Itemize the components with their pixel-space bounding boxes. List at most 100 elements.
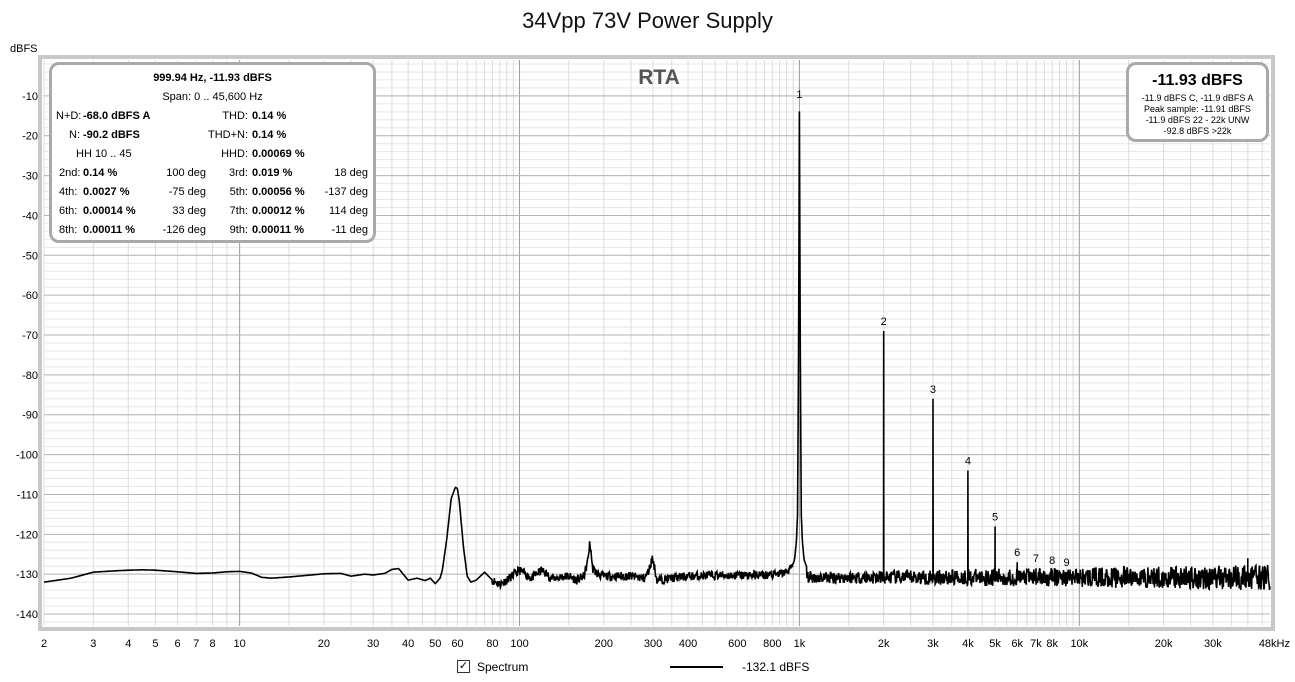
harmonic-value: 0.00012 % <box>252 205 305 217</box>
x-tick-label: 20k <box>1155 638 1173 650</box>
harmonic-phase: 100 deg <box>166 167 206 179</box>
spectrum-trace <box>43 111 1271 591</box>
level-detail-line: -11.9 dBFS 22 - 22k UNW <box>1145 115 1250 125</box>
x-tick-label: 80 <box>486 638 498 650</box>
trace-legend-line <box>670 666 723 668</box>
level-detail-line: -92.8 dBFS >22k <box>1163 126 1232 136</box>
hhd-value: 0.00069 % <box>252 148 305 160</box>
x-tick-label: 7k <box>1030 638 1042 650</box>
harmonic-value: 0.00011 % <box>252 224 304 236</box>
thdn-value: 0.14 % <box>252 129 287 141</box>
peak-label: 1 <box>796 89 802 101</box>
x-tick-label: 20 <box>318 638 330 650</box>
x-tick-label: 10 <box>234 638 246 650</box>
x-tick-label: 600 <box>728 638 746 650</box>
y-tick-label: -80 <box>22 370 38 382</box>
y-tick-label: -30 <box>22 171 38 183</box>
x-tick-label: 1k <box>794 638 806 650</box>
x-tick-label: 3k <box>927 638 939 650</box>
harmonic-value: 0.019 % <box>252 167 293 179</box>
harmonic-phase: -126 deg <box>162 224 206 236</box>
harmonic-label: 8th: <box>59 224 78 236</box>
y-tick-label: -130 <box>16 569 38 581</box>
harmonic-label: 7th: <box>229 205 248 217</box>
y-tick-label: -40 <box>22 210 38 222</box>
harmonic-phase: -75 deg <box>168 186 206 198</box>
stats-header: 999.94 Hz, -11.93 dBFS <box>153 72 272 84</box>
harmonic-peaks: 1 2 3 4 5 6 7 8 9 <box>796 89 1069 569</box>
peak-label: 8 <box>1049 555 1055 567</box>
y-tick-label: -70 <box>22 330 38 342</box>
y-tick-label: -120 <box>16 529 38 541</box>
peak-label: 2 <box>881 316 887 328</box>
harmonic-label: 4th: <box>59 186 78 198</box>
x-tick-label: 48kHz <box>1259 638 1290 650</box>
y-tick-label: -90 <box>22 410 38 422</box>
spectrum-label: Spectrum <box>477 660 529 674</box>
x-tick-label: 400 <box>679 638 697 650</box>
thdn-label: THD+N: <box>207 129 248 141</box>
x-tick-label: 5 <box>152 638 158 650</box>
x-tick-label: 50 <box>429 638 441 650</box>
y-tick-label: -110 <box>17 489 38 501</box>
harmonic-phase: 33 deg <box>172 205 206 217</box>
thd-label: THD: <box>222 110 248 122</box>
y-tick-label: -140 <box>16 609 38 621</box>
peak-label: 7 <box>1033 553 1039 565</box>
harmonic-value: 0.00056 % <box>252 186 305 198</box>
harmonic-value: 0.00014 % <box>83 205 136 217</box>
peak-label: 9 <box>1063 557 1069 569</box>
x-tick-label: 8 <box>209 638 215 650</box>
x-tick-label: 4k <box>962 638 974 650</box>
x-tick-label: 100 <box>510 638 528 650</box>
harmonic-label: 3rd: <box>229 167 248 179</box>
x-tick-label: 30k <box>1204 638 1222 650</box>
x-tick-label: 6k <box>1011 638 1023 650</box>
distortion-stats-panel[interactable]: 999.94 Hz, -11.93 dBFS Span: 0 .. 45,600… <box>49 62 376 243</box>
peak-label: 3 <box>930 384 936 396</box>
y-tick-label: -10 <box>22 91 38 103</box>
x-tick-label: 3 <box>90 638 96 650</box>
y-tick-label: -50 <box>22 250 38 262</box>
x-tick-label: 2k <box>878 638 890 650</box>
x-tick-label: 200 <box>595 638 613 650</box>
x-tick-label: 8k <box>1046 638 1058 650</box>
harmonic-phase: 18 deg <box>334 167 368 179</box>
harmonic-value: 0.00011 % <box>83 224 135 236</box>
x-tick-label: 30 <box>367 638 379 650</box>
x-tick-label: 10k <box>1070 638 1088 650</box>
legend-bar: ✓ Spectrum -132.1 dBFS <box>0 656 1295 680</box>
rta-overlay-label: RTA <box>638 66 680 89</box>
y-axis-ticks: -10 -20 -30 -40 -50 -60 -70 -80 -90 -100 -110 -120 -… <box>16 91 38 621</box>
chart-title: 34Vpp 73V Power Supply <box>522 8 773 33</box>
y-tick-label: -100 <box>16 450 38 462</box>
x-tick-label: 800 <box>763 638 781 650</box>
level-detail-line: Peak sample: -11.91 dBFS <box>1144 104 1251 114</box>
y-tick-label: -20 <box>22 131 38 143</box>
y-tick-label: -60 <box>22 290 38 302</box>
harmonic-value: 0.14 % <box>83 167 118 179</box>
harmonic-phase: 114 deg <box>329 205 368 217</box>
hhd-label: HHD: <box>221 148 248 160</box>
y-axis-label: dBFS <box>10 43 38 55</box>
x-tick-label: 40 <box>402 638 414 650</box>
x-tick-label: 4 <box>125 638 131 650</box>
x-tick-label: 300 <box>644 638 662 650</box>
hh-label: HH 10 .. 45 <box>76 148 132 160</box>
trace-legend-value: -132.1 dBFS <box>742 660 810 674</box>
peak-label: 6 <box>1014 547 1020 559</box>
thd-value: 0.14 % <box>252 110 287 122</box>
harmonic-phase: -137 deg <box>324 186 368 198</box>
n-label: N: <box>69 129 80 141</box>
harmonic-label: 5th: <box>229 186 248 198</box>
nd-label: N+D: <box>56 110 82 122</box>
peak-label: 5 <box>992 511 998 523</box>
level-meter-panel[interactable]: -11.93 dBFS -11.9 dBFS C, -11.9 dBFS A P… <box>1126 62 1269 142</box>
harmonic-label: 6th: <box>59 205 78 217</box>
harmonic-label: 9th: <box>229 224 248 236</box>
nd-value: -68.0 dBFS A <box>83 110 151 122</box>
x-tick-label: 6 <box>174 638 180 650</box>
spectrum-checkbox[interactable]: ✓ <box>457 660 470 673</box>
x-axis-ticks: 2 3 4 5 6 7 8 10 20 30 40 50 60 80 100 200 300 400 600 800 1… <box>41 638 1290 650</box>
x-tick-label: 5k <box>989 638 1001 650</box>
